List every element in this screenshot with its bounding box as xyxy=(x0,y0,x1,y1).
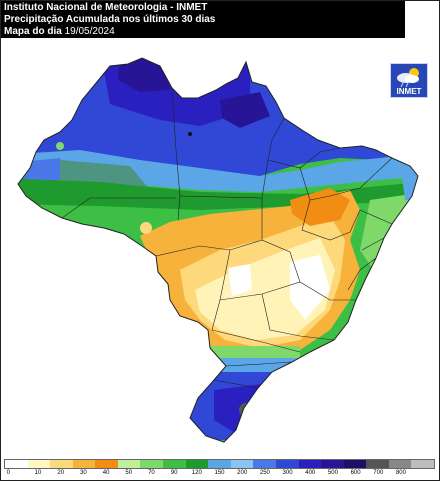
legend-swatch xyxy=(343,460,367,468)
legend-label: 120 xyxy=(191,470,202,476)
map-subtitle: Precipitação Acumulada nos últimos 30 di… xyxy=(4,14,216,25)
map-header: Instituto Nacional de Meteorologia - INM… xyxy=(1,1,405,38)
precipitation-legend: 0 10 20 30 40 50 70 90 120 150 200 250 300 400 500 600 7… xyxy=(4,459,435,479)
legend-swatch xyxy=(27,460,51,468)
brazil-fill xyxy=(18,58,418,442)
legend-label: 30 xyxy=(80,470,87,476)
legend-label: 200 xyxy=(237,470,248,476)
legend-swatch xyxy=(230,460,254,468)
legend-label: 250 xyxy=(259,470,270,476)
legend-swatch xyxy=(366,460,389,468)
map-date-line: Mapa do dia 19/05/2024 xyxy=(4,26,115,37)
legend-swatch xyxy=(5,460,28,468)
legend-swatch xyxy=(298,460,322,468)
weather-icon xyxy=(397,68,419,88)
legend-label: 400 xyxy=(305,470,316,476)
legend-swatch xyxy=(95,460,118,468)
legend-label: 150 xyxy=(214,470,225,476)
legend-label: 800 xyxy=(395,470,406,476)
legend-swatch xyxy=(253,460,276,468)
inmet-logo: INMET xyxy=(390,63,428,98)
legend-label: 10 xyxy=(34,470,42,476)
legend-swatch xyxy=(388,460,412,468)
legend-label: 300 xyxy=(282,470,293,476)
legend-label: 700 xyxy=(373,470,384,476)
legend-swatch xyxy=(72,460,96,468)
legend-swatch xyxy=(140,460,164,468)
legend-label: 500 xyxy=(327,470,338,476)
state-borders xyxy=(17,57,419,443)
legend-label: 90 xyxy=(170,470,178,476)
legend-swatch xyxy=(275,460,299,468)
legend-label: 0 xyxy=(6,470,10,476)
capital-marker xyxy=(188,132,192,136)
legend-swatch xyxy=(208,460,231,468)
legend-label: 20 xyxy=(57,470,65,476)
legend-swatch xyxy=(117,460,141,468)
legend-labels: 0 10 20 30 40 50 70 90 120 150 200 250 300 400 500 600 7… xyxy=(4,469,435,479)
legend-swatch xyxy=(411,460,434,468)
legend-label: 40 xyxy=(102,470,110,476)
institution-title: Instituto Nacional de Meteorologia - INM… xyxy=(4,2,208,13)
legend-color-bar xyxy=(4,459,435,469)
legend-label: 70 xyxy=(148,470,155,476)
legend-swatch xyxy=(50,460,73,468)
logo-label: INMET xyxy=(396,87,422,96)
legend-swatch xyxy=(321,460,344,468)
precipitation-map xyxy=(17,57,419,443)
legend-swatch xyxy=(185,460,209,468)
map-date: 19/05/2024 xyxy=(64,26,115,37)
legend-label: 50 xyxy=(125,470,133,476)
legend-label: 600 xyxy=(350,470,361,476)
legend-swatch xyxy=(163,460,186,468)
